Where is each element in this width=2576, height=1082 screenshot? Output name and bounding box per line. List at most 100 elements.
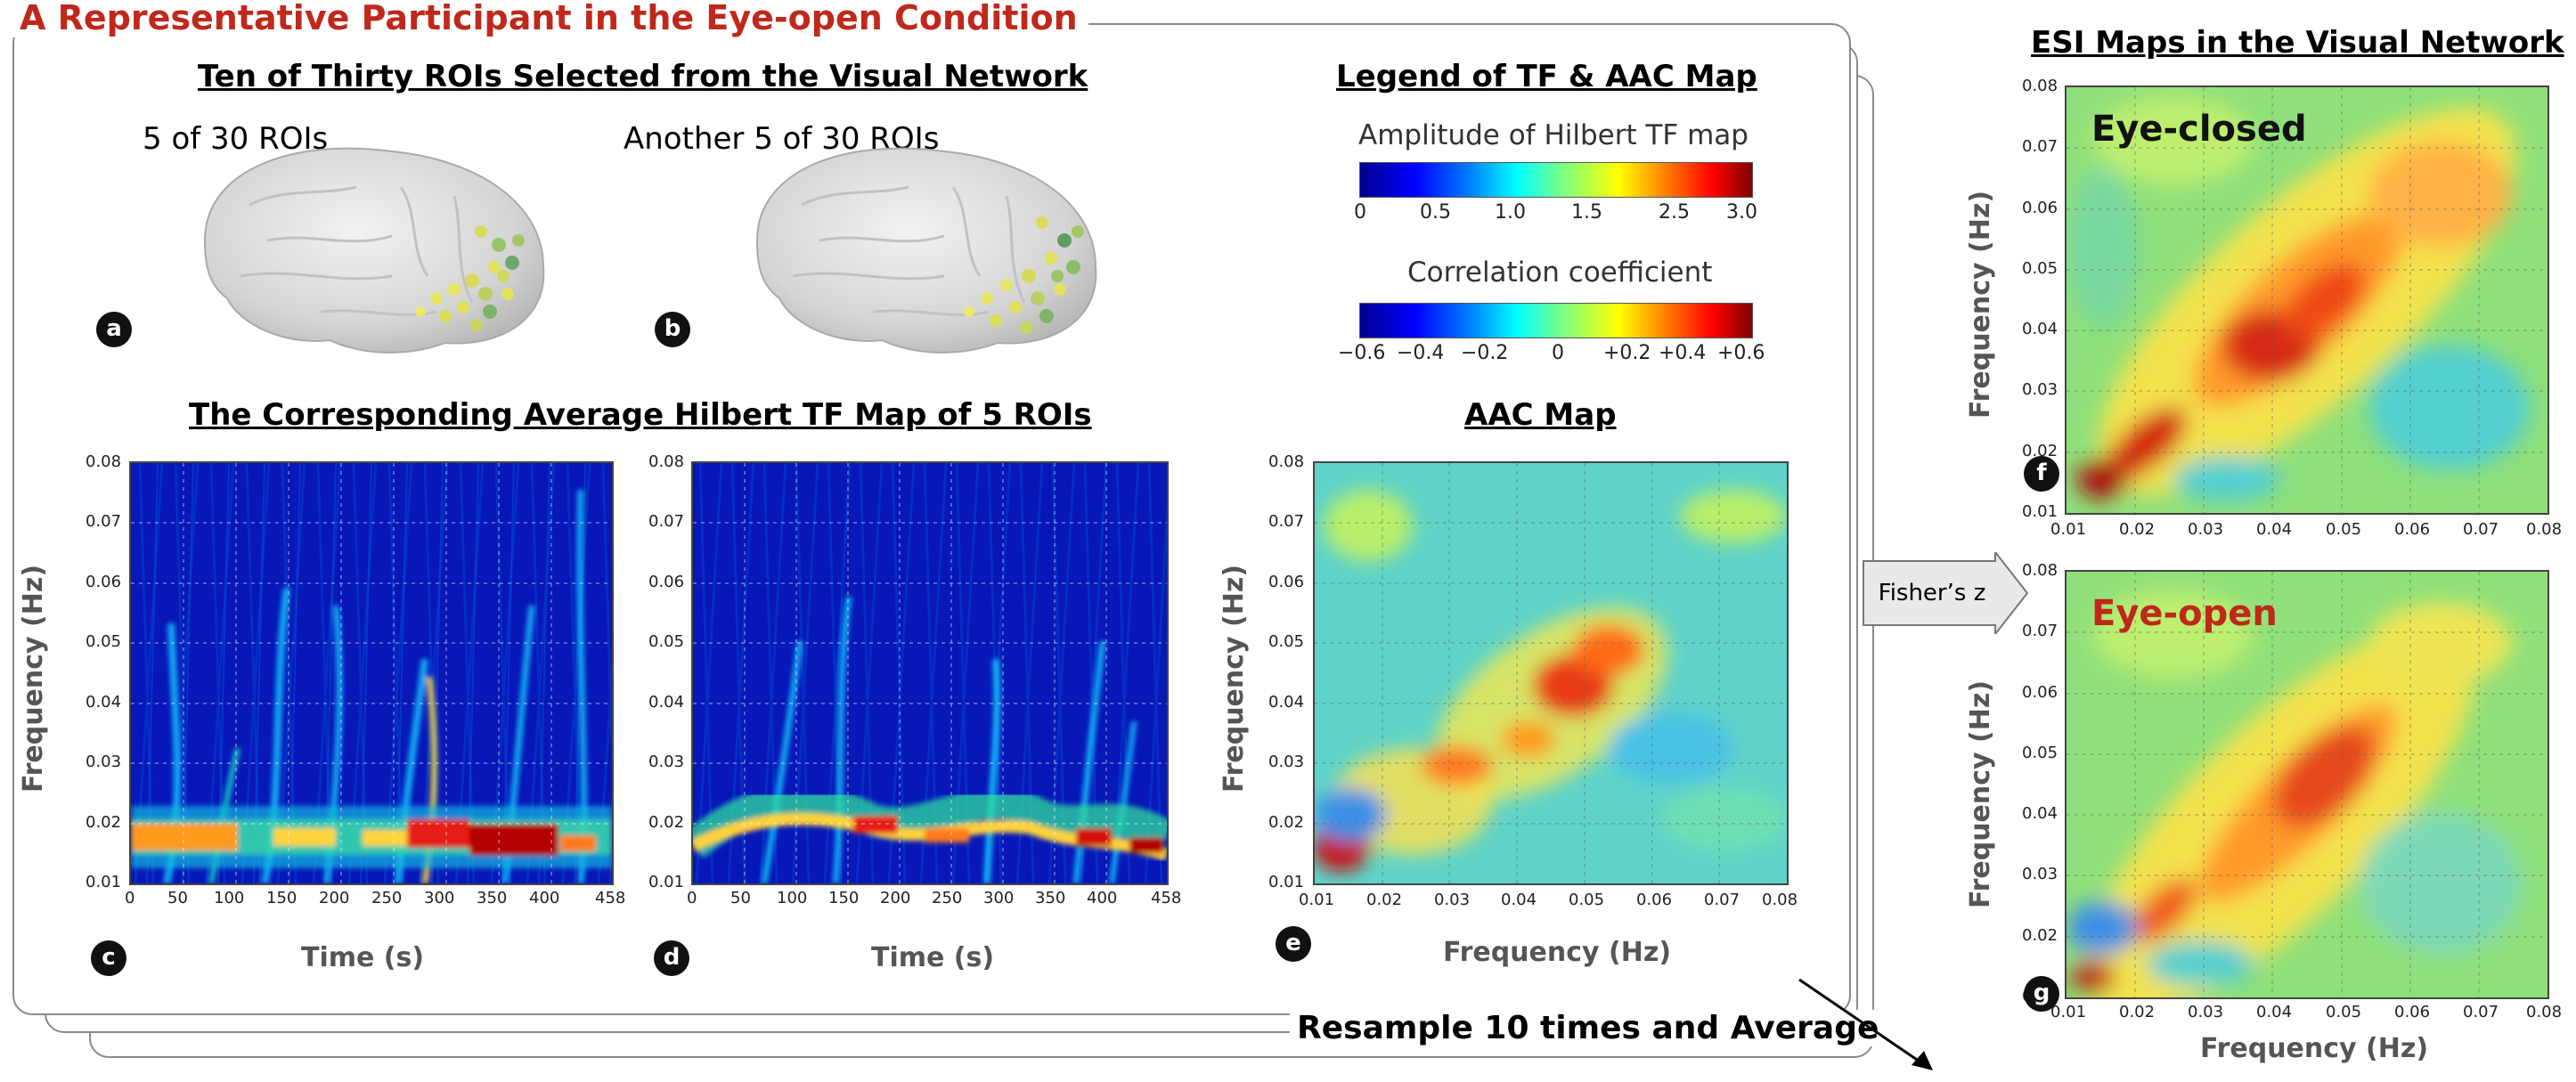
cc-colorbar [1359,303,1753,338]
cc-colorbar-title: Correlation coefficient [1407,256,1713,289]
d-ytick-5: 0.03 [648,753,685,771]
e-ytick-1: 0.07 [1268,512,1305,531]
tf-tick-4: 2.5 [1659,201,1690,224]
c-ytick-2: 0.06 [86,573,122,591]
eye-closed-label: Eye-closed [2091,109,2307,150]
panel-c-xlabel: Time (s) [301,942,425,973]
g-xtick-4: 0.05 [2326,1003,2362,1021]
e-ytick-4: 0.04 [1268,693,1305,712]
panel-c-ylabel: Frequency (Hz) [18,564,49,793]
legend-header: Legend of TF & AAC Map [1336,59,1757,94]
f-xtick-1: 0.02 [2119,520,2156,539]
c-ytick-5: 0.03 [86,753,122,771]
fisher-arrow-icon [1863,552,2029,634]
badge-g: g [2024,976,2059,1012]
c-xtick-6: 300 [424,889,455,907]
tf-tick-0: 0 [1354,201,1366,224]
d-ytick-3: 0.05 [648,632,685,651]
f-xtick-5: 0.06 [2394,520,2431,539]
cc-tick-1: −0.4 [1397,342,1445,364]
d-xtick-4: 200 [880,889,911,907]
d-ytick-4: 0.04 [648,693,685,712]
badge-f: f [2024,456,2059,492]
d-xtick-9: 458 [1151,889,1182,907]
badge-e: e [1276,926,1311,962]
cc-tick-3: 0 [1552,342,1564,364]
tf-colorbar [1359,162,1753,198]
eye-open-label: Eye-open [2091,593,2278,634]
g-ytick-6: 0.02 [2022,926,2058,945]
tf-map-d-grid [693,463,1167,883]
panel-d-xlabel: Time (s) [871,942,995,973]
c-xtick-8: 400 [529,889,560,907]
resample-arrow-icon [1798,978,1933,1070]
f-xtick-2: 0.03 [2188,520,2224,539]
g-xtick-5: 0.06 [2394,1003,2431,1021]
e-xtick-3: 0.04 [1501,891,1537,909]
g-xtick-6: 0.07 [2463,1003,2499,1021]
f-xtick-0: 0.01 [2050,520,2087,539]
cc-tick-2: −0.2 [1461,342,1509,364]
c-xtick-2: 100 [214,889,245,907]
e-ytick-2: 0.06 [1268,573,1305,591]
g-xtick-1: 0.02 [2119,1003,2156,1021]
e-xtick-7: 0.08 [1762,891,1798,909]
tf-map-d [691,461,1169,885]
panel-e-ylabel: Frequency (Hz) [1219,564,1250,793]
c-xtick-1: 50 [167,889,188,907]
f-ytick-7: 0.01 [2022,502,2058,521]
cc-tick-5: +0.4 [1659,342,1707,364]
aac-header: AAC Map [1464,397,1617,433]
tf-map-c-image [131,463,612,883]
e-xtick-0: 0.01 [1299,891,1335,909]
c-xtick-3: 150 [266,889,298,907]
panel-g-xlabel: Frequency (Hz) [2200,1033,2429,1064]
main-title: A Representative Participant in the Eye-… [9,0,1088,37]
brain-right-figure [755,147,1097,354]
e-ytick-3: 0.05 [1268,632,1305,651]
g-xtick-3: 0.04 [2256,1003,2293,1021]
g-ytick-2: 0.06 [2022,683,2058,702]
esi-map-g-grid [2067,572,2547,997]
c-ytick-3: 0.05 [86,632,122,651]
d-xtick-3: 150 [828,889,860,907]
panel-f-ylabel: Frequency (Hz) [1965,190,1996,419]
g-xtick-7: 0.08 [2526,1003,2563,1021]
g-ytick-4: 0.04 [2022,804,2058,823]
d-ytick-6: 0.02 [648,813,685,832]
esi-map-f-image [2067,87,2547,513]
f-ytick-0: 0.08 [2022,77,2058,95]
g-xtick-0: 0.01 [2050,1003,2087,1021]
f-ytick-6: 0.02 [2022,442,2058,460]
e-xtick-6: 0.07 [1704,891,1740,909]
tf-tick-3: 1.5 [1571,201,1602,224]
badge-b: b [655,312,690,347]
roi-left-label: 5 of 30 ROIs [143,121,329,157]
d-xtick-5: 250 [932,889,963,907]
tf-tick-2: 1.0 [1495,201,1526,224]
c-ytick-6: 0.02 [86,813,122,832]
e-ytick-6: 0.02 [1268,813,1305,832]
e-xtick-5: 0.06 [1636,891,1673,909]
c-xtick-0: 0 [125,889,135,907]
f-xtick-7: 0.08 [2526,520,2563,539]
f-ytick-1: 0.07 [2022,137,2058,156]
d-xtick-7: 350 [1035,889,1066,907]
esi-map-f-grid [2067,87,2547,513]
d-xtick-6: 300 [983,889,1015,907]
tf-map-c-grid [131,463,612,883]
fisher-z-label: Fisher’s z [1878,580,1986,606]
badge-c: c [91,940,126,976]
g-ytick-1: 0.07 [2022,622,2058,640]
f-xtick-6: 0.07 [2463,520,2499,539]
g-xtick-2: 0.03 [2188,1003,2224,1021]
tf-header: The Corresponding Average Hilbert TF Map… [189,397,1092,433]
c-xtick-5: 250 [371,889,403,907]
c-ytick-0: 0.08 [86,452,122,471]
tf-tick-5: 3.0 [1726,201,1757,224]
cc-tick-4: +0.2 [1603,342,1651,364]
c-ytick-4: 0.04 [86,693,122,712]
f-ytick-4: 0.04 [2022,320,2058,338]
d-xtick-8: 400 [1087,889,1118,907]
esi-map-g: Eye-open [2065,570,2549,999]
